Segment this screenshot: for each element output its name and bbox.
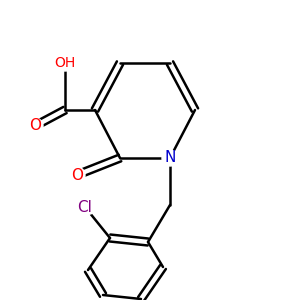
Text: OH: OH bbox=[54, 56, 76, 70]
Text: O: O bbox=[71, 167, 83, 182]
Text: O: O bbox=[29, 118, 41, 134]
Text: Cl: Cl bbox=[78, 200, 92, 214]
Ellipse shape bbox=[27, 118, 43, 134]
Text: N: N bbox=[164, 151, 176, 166]
Ellipse shape bbox=[74, 199, 96, 215]
Ellipse shape bbox=[69, 167, 85, 183]
Ellipse shape bbox=[54, 55, 76, 71]
Ellipse shape bbox=[162, 150, 178, 166]
